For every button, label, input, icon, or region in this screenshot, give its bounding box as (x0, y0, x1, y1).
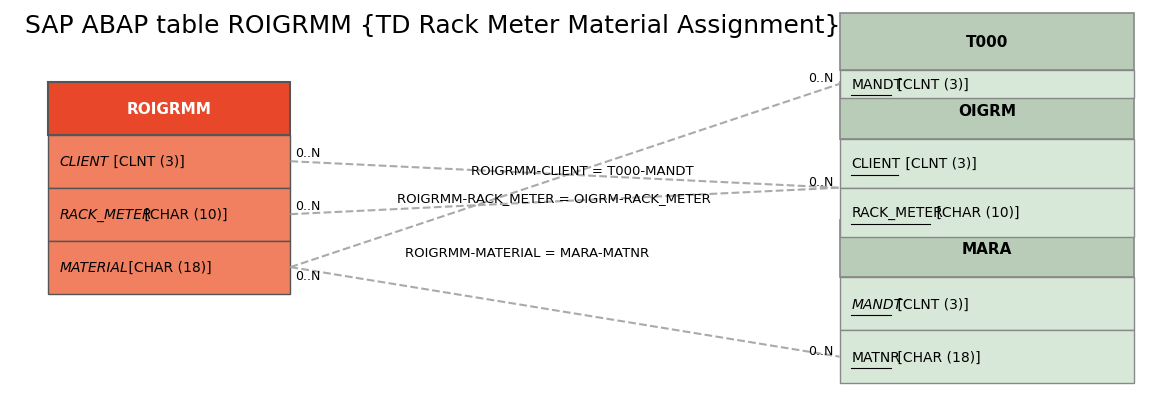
Text: ROIGRMM-CLIENT = T000-MANDT: ROIGRMM-CLIENT = T000-MANDT (471, 165, 694, 178)
Text: ROIGRMM: ROIGRMM (126, 101, 211, 117)
Text: CLIENT: CLIENT (59, 155, 109, 169)
Text: ROIGRMM-MATERIAL = MARA-MATNR: ROIGRMM-MATERIAL = MARA-MATNR (406, 246, 649, 259)
Text: ROIGRMM-RACK_METER = OIGRM-RACK_METER: ROIGRMM-RACK_METER = OIGRM-RACK_METER (396, 191, 710, 204)
Text: MATNR: MATNR (851, 350, 901, 364)
FancyBboxPatch shape (48, 135, 291, 188)
FancyBboxPatch shape (48, 241, 291, 294)
FancyBboxPatch shape (839, 70, 1135, 99)
Text: 0..N: 0..N (296, 200, 320, 213)
FancyBboxPatch shape (48, 188, 291, 241)
Text: 0..N: 0..N (809, 72, 833, 85)
FancyBboxPatch shape (839, 188, 1135, 237)
Text: T000: T000 (965, 34, 1008, 49)
FancyBboxPatch shape (48, 83, 291, 135)
FancyBboxPatch shape (839, 139, 1135, 188)
Text: CLIENT: CLIENT (851, 157, 901, 171)
FancyBboxPatch shape (839, 278, 1135, 330)
FancyBboxPatch shape (839, 83, 1135, 139)
Text: 0..N: 0..N (296, 270, 320, 283)
Text: [CHAR (10)]: [CHAR (10)] (140, 208, 227, 222)
Text: [CHAR (18)]: [CHAR (18)] (892, 350, 981, 364)
Text: SAP ABAP table ROIGRMM {TD Rack Meter Material Assignment}: SAP ABAP table ROIGRMM {TD Rack Meter Ma… (24, 13, 840, 38)
Text: OIGRM: OIGRM (958, 103, 1016, 119)
Text: MARA: MARA (962, 242, 1012, 257)
Text: 0..N: 0..N (296, 147, 320, 160)
Text: [CLNT (3)]: [CLNT (3)] (892, 78, 969, 92)
Text: MANDT: MANDT (851, 78, 903, 92)
Text: [CLNT (3)]: [CLNT (3)] (901, 157, 976, 171)
FancyBboxPatch shape (839, 330, 1135, 383)
FancyBboxPatch shape (839, 221, 1135, 278)
Text: [CHAR (18)]: [CHAR (18)] (124, 261, 212, 274)
Text: MATERIAL: MATERIAL (59, 261, 127, 274)
Text: RACK_METER: RACK_METER (59, 208, 152, 222)
Text: [CLNT (3)]: [CLNT (3)] (109, 155, 184, 169)
Text: MANDT: MANDT (851, 297, 902, 311)
Text: [CLNT (3)]: [CLNT (3)] (892, 297, 969, 311)
FancyBboxPatch shape (839, 13, 1135, 70)
Text: 0..N: 0..N (809, 344, 833, 357)
Text: [CHAR (10)]: [CHAR (10)] (932, 206, 1020, 220)
Text: RACK_METER: RACK_METER (851, 206, 943, 220)
Text: 0..N: 0..N (809, 176, 833, 189)
